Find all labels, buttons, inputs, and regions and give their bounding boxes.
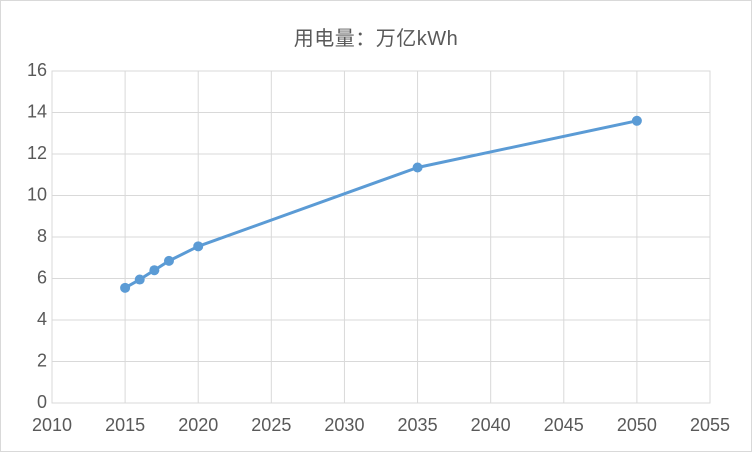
x-axis-tick-label: 2050	[617, 415, 657, 435]
series-line	[123, 119, 639, 290]
x-axis-tick-label: 2055	[690, 415, 730, 435]
data-point-marker	[163, 255, 174, 266]
y-axis-tick-label: 16	[27, 60, 47, 80]
y-axis-tick-label: 2	[37, 351, 47, 371]
y-axis-tick-label: 14	[27, 102, 47, 122]
x-axis-tick-label: 2010	[32, 415, 72, 435]
x-axis-tick-label: 2045	[544, 415, 584, 435]
y-axis-tick-label: 12	[27, 143, 47, 163]
x-axis-tick-label: 2040	[471, 415, 511, 435]
plot-border	[51, 70, 711, 404]
x-axis-tick-label: 2015	[105, 415, 145, 435]
y-axis-tick-label: 8	[37, 226, 47, 246]
data-point-marker	[631, 115, 642, 126]
x-axis-tick-label: 2035	[398, 415, 438, 435]
chart-title: 用电量：万亿kWh	[293, 28, 459, 50]
x-axis-tick-label: 2030	[324, 415, 364, 435]
x-axis-tick-label: 2020	[178, 415, 218, 435]
y-axis-tick-label: 10	[27, 185, 47, 205]
x-axis-tick-label: 2025	[251, 415, 291, 435]
data-point-marker	[193, 241, 204, 252]
y-axis-tick-label: 4	[37, 309, 47, 329]
y-axis-tick-label: 6	[37, 268, 47, 288]
data-point-marker	[149, 265, 160, 276]
data-point-marker	[134, 274, 145, 285]
data-point-marker	[120, 282, 131, 293]
data-point-marker	[412, 162, 423, 173]
y-axis-tick-label: 0	[37, 392, 47, 412]
